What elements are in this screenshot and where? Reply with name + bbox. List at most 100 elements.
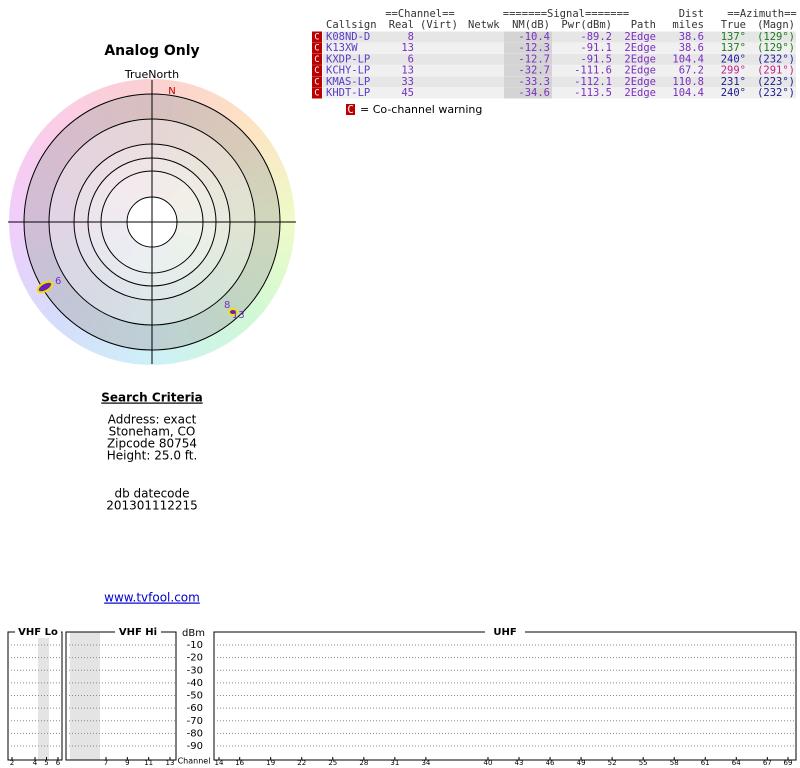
flag-box bbox=[312, 31, 322, 43]
real-channel: 13 bbox=[401, 65, 414, 77]
header: miles bbox=[672, 19, 704, 31]
dbm-tick: -60 bbox=[187, 703, 203, 714]
dist: 38.6 bbox=[679, 42, 704, 54]
station-marker bbox=[228, 308, 238, 316]
nm-bg bbox=[504, 87, 552, 99]
channel-tick-label: 31 bbox=[390, 759, 399, 767]
dist: 104.4 bbox=[672, 87, 704, 99]
azimuth-true: 240° bbox=[721, 87, 746, 99]
channel-tick-label: 4 bbox=[33, 759, 38, 767]
header: Pwr(dBm) bbox=[561, 19, 612, 31]
title: Analog Only bbox=[104, 43, 199, 59]
radar: N 6 8 13 bbox=[8, 80, 296, 364]
header: NM(dB) bbox=[512, 19, 550, 31]
azimuth-true: 231° bbox=[721, 76, 746, 88]
flag: C bbox=[314, 44, 319, 54]
dbm-label: dBm bbox=[182, 628, 205, 639]
channel-tick-label: 61 bbox=[701, 759, 710, 767]
path: 2Edge bbox=[624, 53, 656, 65]
channel-tick-label: 22 bbox=[297, 759, 306, 767]
channel-tick-label: 40 bbox=[484, 759, 493, 767]
channel-tick-label: 9 bbox=[125, 759, 129, 767]
pwr: -113.5 bbox=[574, 87, 612, 99]
radar-label: 13 bbox=[232, 310, 245, 321]
callsign: K13XW bbox=[326, 42, 358, 54]
dist: 67.2 bbox=[679, 65, 704, 77]
criteria-line: Stoneham, CO bbox=[109, 425, 196, 439]
channel-tick-label: 43 bbox=[515, 759, 524, 767]
callsign: KXDP-LP bbox=[326, 53, 370, 65]
channel-tick-label: 19 bbox=[266, 759, 275, 767]
datecode: 201301112215 bbox=[106, 499, 198, 513]
path: 2Edge bbox=[624, 87, 656, 99]
flag-box bbox=[312, 53, 322, 65]
radar-label: 6 bbox=[55, 276, 61, 287]
azimuth-magn: (232°) bbox=[757, 87, 795, 99]
channel-tick-label: 46 bbox=[546, 759, 555, 767]
band-shade bbox=[38, 632, 49, 760]
pwr: -111.6 bbox=[574, 65, 612, 77]
criteria-title: Search Criteria bbox=[101, 391, 202, 405]
nm-bg bbox=[504, 76, 552, 88]
header: (Virt) bbox=[420, 19, 458, 31]
dbm-tick: -30 bbox=[187, 665, 203, 676]
header: Dist bbox=[679, 8, 704, 20]
flag: C bbox=[314, 33, 319, 43]
header: True bbox=[721, 19, 746, 31]
dist: 38.6 bbox=[679, 31, 704, 43]
azimuth-true: 137° bbox=[721, 31, 746, 43]
row-bg bbox=[323, 53, 796, 65]
channel-tick-label: 6 bbox=[56, 759, 61, 767]
azimuth-magn: (291°) bbox=[757, 65, 795, 77]
path: 2Edge bbox=[624, 42, 656, 54]
pwr: -91.1 bbox=[580, 42, 612, 54]
nm-bg bbox=[504, 53, 552, 65]
channel-tick-label: 28 bbox=[359, 759, 368, 767]
nm: -32.7 bbox=[518, 65, 550, 77]
real-channel: 8 bbox=[408, 31, 414, 43]
legend-flag-box bbox=[346, 104, 355, 115]
flag: C bbox=[314, 55, 319, 65]
flag-box bbox=[312, 65, 322, 77]
channel-tick-label: 49 bbox=[577, 759, 586, 767]
row-bg bbox=[323, 76, 796, 88]
dist: 110.8 bbox=[672, 76, 704, 88]
datecode-label: db datecode bbox=[114, 487, 189, 501]
pwr: -91.5 bbox=[580, 53, 612, 65]
azimuth-magn: (129°) bbox=[757, 31, 795, 43]
nm: -33.3 bbox=[518, 76, 550, 88]
link[interactable]: www.tvfool.com bbox=[104, 591, 200, 605]
dist: 104.4 bbox=[672, 53, 704, 65]
band-label: VHF Lo bbox=[18, 627, 58, 638]
label-bg bbox=[15, 626, 61, 638]
band-label: VHF Hi bbox=[119, 627, 157, 638]
channel-label: Channel bbox=[178, 757, 211, 766]
channel-tick-label: 55 bbox=[639, 759, 648, 767]
header: ==Azimuth== bbox=[727, 8, 797, 20]
pwr: -112.1 bbox=[574, 76, 612, 88]
real-channel: 33 bbox=[401, 76, 414, 88]
channel-tick-label: 11 bbox=[144, 759, 153, 767]
band-label: UHF bbox=[493, 627, 516, 638]
channel-tick-label: 67 bbox=[763, 759, 772, 767]
channel-tick-label: 69 bbox=[784, 759, 793, 767]
real-channel: 13 bbox=[401, 42, 414, 54]
dbm-tick: -90 bbox=[187, 741, 203, 752]
dbm-tick: -50 bbox=[187, 691, 203, 702]
nm: -10.4 bbox=[518, 31, 550, 43]
flag-box bbox=[312, 76, 322, 88]
channel-tick-label: 13 bbox=[166, 759, 175, 767]
nm-bg bbox=[504, 31, 552, 43]
legend: = Co-channel warning bbox=[360, 103, 482, 116]
channel-tick-label: 5 bbox=[44, 759, 48, 767]
header: Path bbox=[631, 19, 656, 31]
row-bg bbox=[323, 65, 796, 77]
header: (Magn) bbox=[757, 19, 795, 31]
criteria-line: Zipcode 80754 bbox=[107, 437, 197, 451]
path: 2Edge bbox=[624, 31, 656, 43]
header: Real bbox=[389, 19, 414, 31]
azimuth-true: 299° bbox=[721, 65, 746, 77]
channel-tick-label: 52 bbox=[608, 759, 617, 767]
